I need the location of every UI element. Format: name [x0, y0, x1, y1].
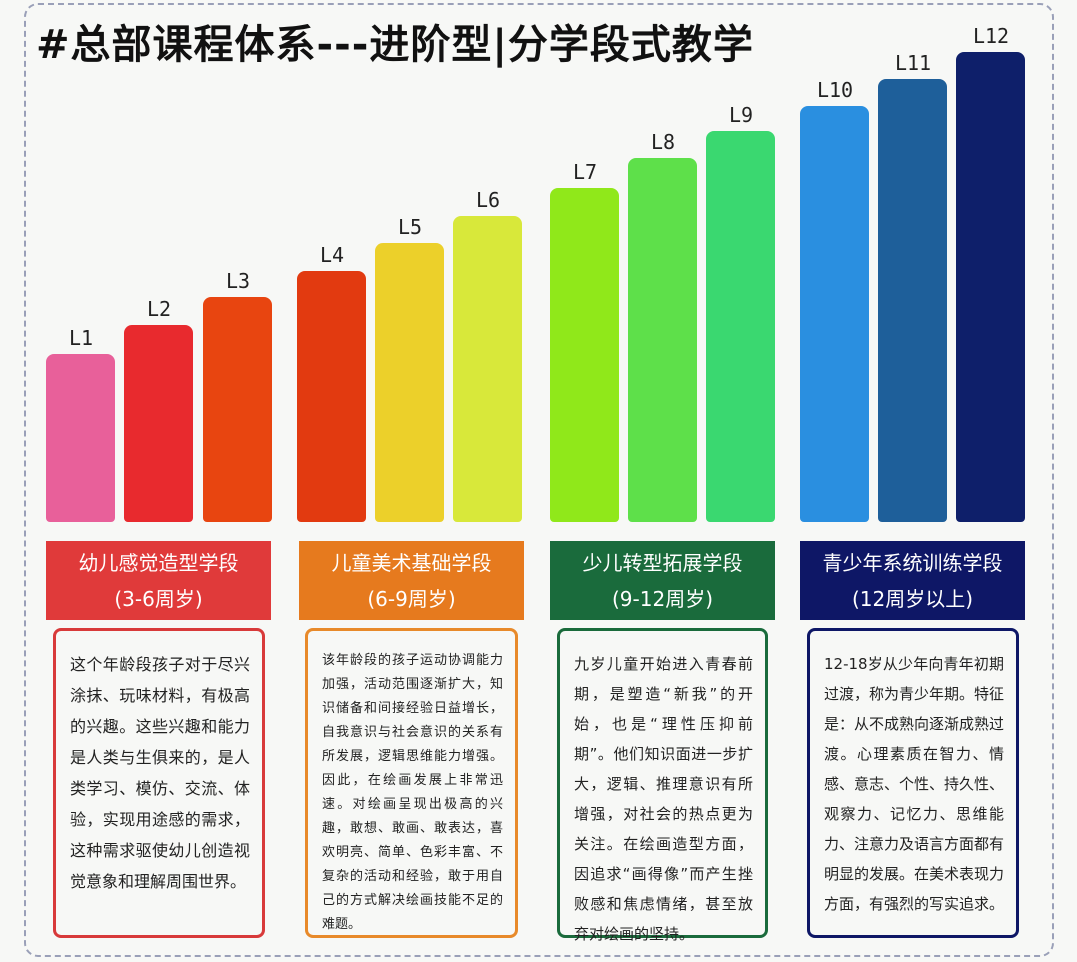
- bar: [628, 158, 697, 522]
- stage-age: (9-12周岁): [612, 587, 713, 611]
- stage-description: 九岁儿童开始进入青春前期，是塑造“新我”的开始，也是“理性压抑前期”。他们知识面…: [557, 628, 768, 943]
- stage-header: 青少年系统训练学段 (12周岁以上): [800, 541, 1025, 620]
- level-label: L8: [650, 130, 676, 154]
- bar: [203, 297, 272, 522]
- bar: [375, 243, 444, 522]
- stage-age: (3-6周岁): [114, 587, 203, 611]
- level-label: L4: [319, 243, 345, 267]
- bar: [124, 325, 193, 522]
- title: #总部课程体系---进阶型|分学段式教学: [36, 22, 754, 68]
- level-label: L5: [397, 215, 423, 239]
- stage-age: (6-9周岁): [367, 587, 456, 611]
- level-label: L3: [225, 269, 251, 293]
- frame: [24, 3, 1054, 957]
- level-label: L2: [146, 297, 172, 321]
- stage-age: (12周岁以上): [851, 587, 974, 611]
- stage-name: 幼儿感觉造型学段: [78, 551, 239, 575]
- bar: [46, 354, 115, 522]
- stage-description: 这个年龄段孩子对于尽兴涂抹、玩味材料，有极高的兴趣。这些兴趣和能力是人类与生俱来…: [53, 628, 265, 938]
- stage-name: 少儿转型拓展学段: [582, 551, 743, 575]
- bar: [878, 79, 947, 522]
- stage-description: 该年龄段的孩子运动协调能力加强，活动范围逐渐扩大，知识储备和间接经验日益增长，自…: [305, 628, 518, 938]
- level-label: L6: [475, 188, 501, 212]
- stage-header: 幼儿感觉造型学段 (3-6周岁): [46, 541, 271, 620]
- bar: [800, 106, 869, 522]
- level-label: L1: [68, 326, 94, 350]
- stage-description: 12-18岁从少年向青年初期过渡，称为青少年期。特征是：从不成熟向逐渐成熟过渡。…: [807, 628, 1019, 938]
- bar: [550, 188, 619, 522]
- bar: [956, 52, 1025, 522]
- bar: [297, 271, 366, 522]
- stage-header: 儿童美术基础学段 (6-9周岁): [299, 541, 524, 620]
- level-label: L9: [728, 103, 754, 127]
- bar: [453, 216, 522, 522]
- level-label: L12: [972, 24, 1010, 48]
- level-label: L7: [572, 160, 598, 184]
- stage-name: 儿童美术基础学段: [331, 551, 492, 575]
- level-label: L10: [816, 78, 854, 102]
- stage-name: 青少年系统训练学段: [822, 551, 1003, 575]
- bar: [706, 131, 775, 522]
- stage-header: 少儿转型拓展学段 (9-12周岁): [550, 541, 775, 620]
- level-label: L11: [894, 51, 932, 75]
